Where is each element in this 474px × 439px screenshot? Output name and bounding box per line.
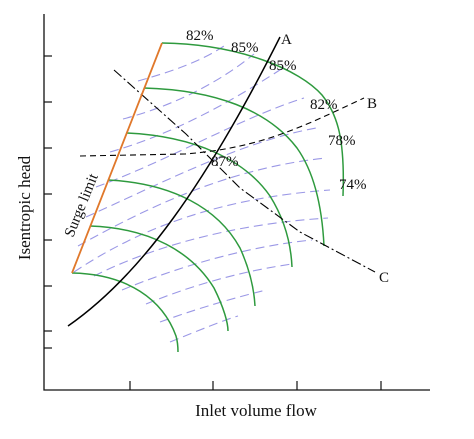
speed-line — [89, 225, 229, 332]
chart-labels: Surge limit A B C 82% 85% 85% 82% 78% 87… — [15, 28, 389, 420]
efficiency-line — [77, 157, 327, 247]
efficiency-label: 82% — [186, 28, 214, 44]
efficiency-label: 85% — [269, 58, 297, 74]
operating-lines — [67, 36, 376, 327]
axis-frame — [43, 14, 430, 391]
surge-limit-label: Surge limit — [62, 171, 102, 240]
speed-lines — [71, 42, 345, 353]
efficiency-line — [145, 263, 293, 305]
surge-limit — [71, 42, 163, 274]
efficiency-line — [95, 97, 305, 188]
efficiency-line — [73, 189, 331, 273]
efficiency-label: 85% — [231, 40, 259, 56]
efficiency-lines — [73, 45, 331, 343]
axis-ticks — [44, 55, 382, 390]
efficiency-line — [159, 289, 267, 323]
efficiency-label: 82% — [310, 97, 338, 113]
operating-line-label-a: A — [281, 32, 292, 48]
speed-line — [107, 179, 256, 307]
efficiency-line — [169, 315, 239, 343]
speed-line — [161, 42, 345, 197]
operating-line-c — [113, 69, 376, 273]
operating-line-b — [79, 97, 365, 157]
efficiency-line — [137, 45, 225, 82]
efficiency-label: 74% — [339, 177, 367, 193]
speed-line — [71, 272, 179, 353]
x-axis-title: Inlet volume flow — [195, 401, 318, 420]
operating-line-label-c: C — [379, 270, 389, 286]
operating-line-label-b: B — [367, 96, 377, 112]
surge-line — [71, 42, 163, 274]
efficiency-label: 78% — [328, 133, 356, 149]
efficiency-line — [109, 65, 287, 153]
speed-line — [125, 132, 293, 268]
efficiency-label: 87% — [211, 154, 239, 170]
y-axis-title: Isentropic head — [15, 155, 34, 260]
efficiency-line — [85, 127, 317, 218]
efficiency-line — [122, 53, 255, 120]
speed-line — [143, 87, 325, 247]
axes — [43, 14, 430, 391]
operating-line-a — [67, 36, 281, 327]
